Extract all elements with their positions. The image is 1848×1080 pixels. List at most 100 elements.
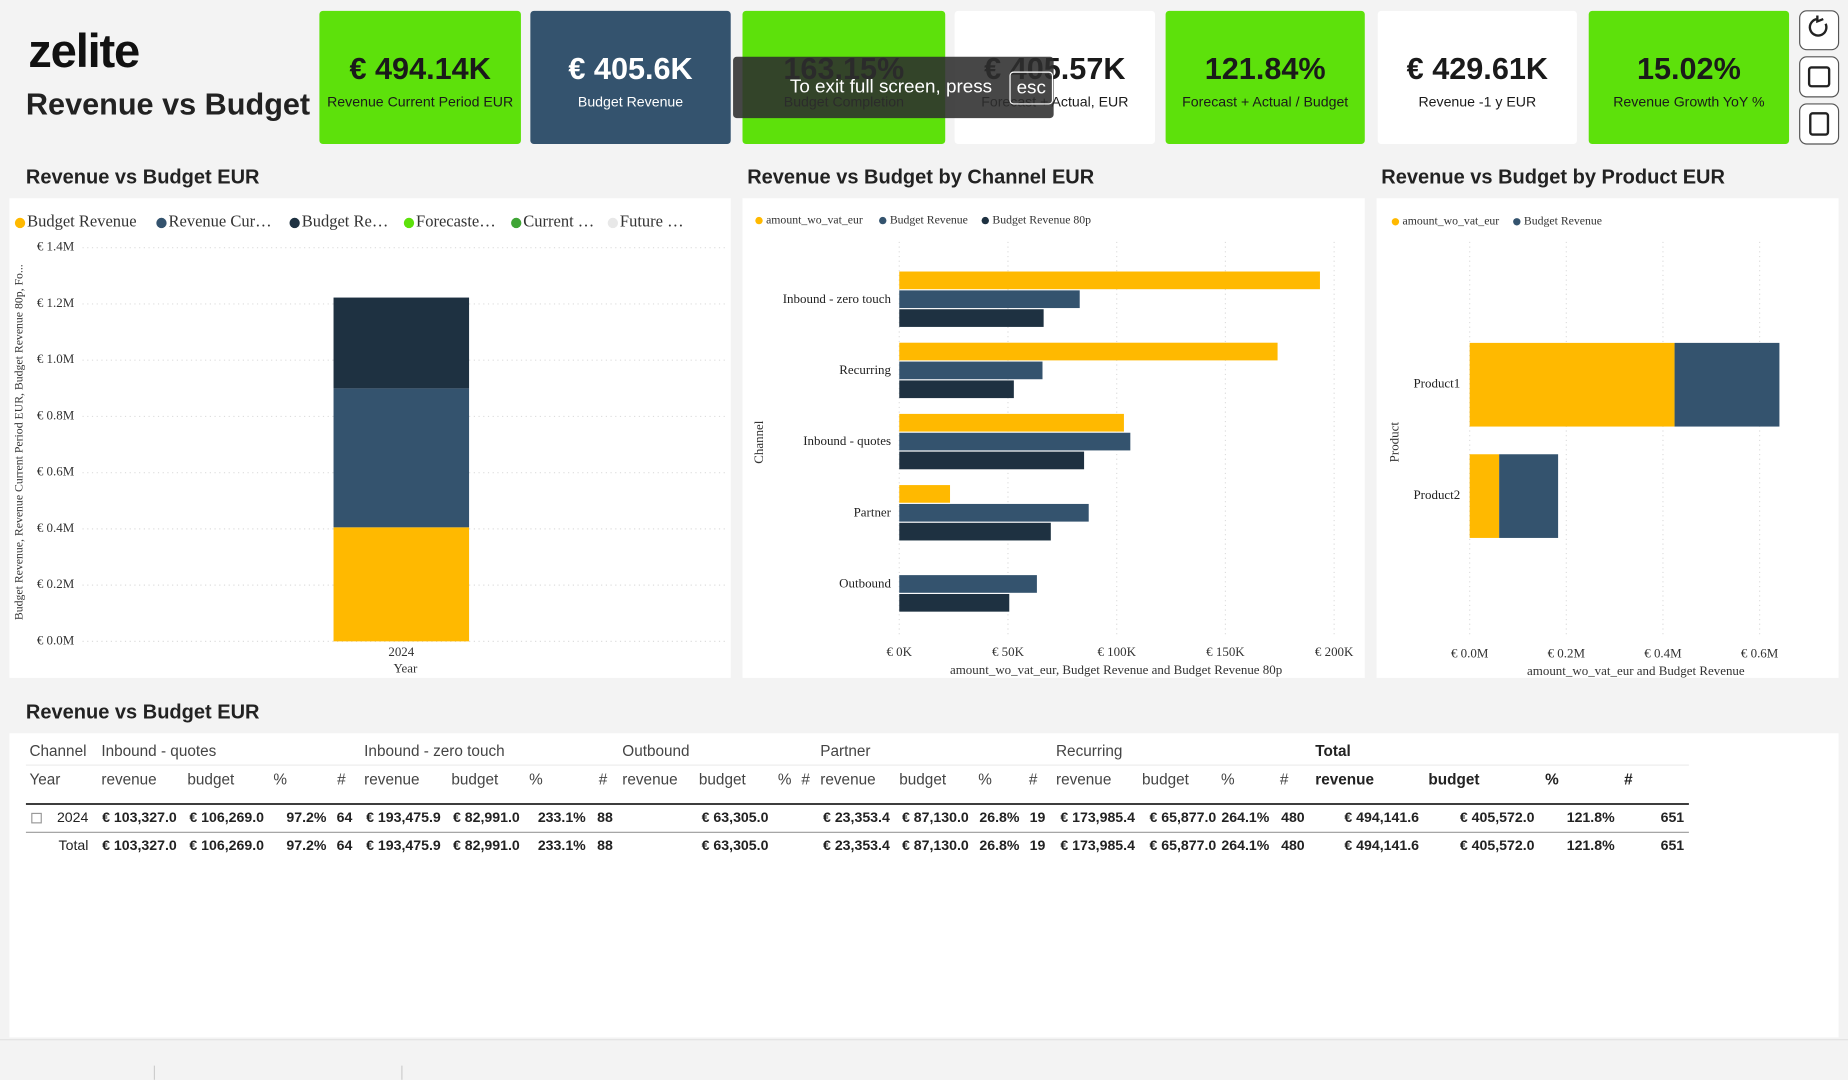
bar-segment bbox=[333, 527, 470, 642]
cell: 651 bbox=[1661, 837, 1685, 853]
legend-marker bbox=[755, 216, 763, 225]
kpi-label: Revenue Current Period EUR bbox=[327, 93, 513, 109]
cell: € 63,305.0 bbox=[702, 837, 769, 853]
cell: 121.8% bbox=[1567, 809, 1615, 825]
cell: € 494,141.6 bbox=[1344, 837, 1419, 853]
column-header: revenue bbox=[101, 771, 156, 788]
kpi-value: € 405.6K bbox=[568, 52, 692, 86]
legend-label: Revenue Cur… bbox=[169, 212, 272, 231]
column-header: Year bbox=[29, 771, 60, 788]
cell: 19 bbox=[1030, 809, 1046, 825]
bar bbox=[899, 503, 1089, 522]
cell: 26.8% bbox=[979, 837, 1019, 853]
report-button[interactable] bbox=[1799, 103, 1840, 145]
y-tick-label: € 0.8M bbox=[37, 407, 75, 422]
cell: 64 bbox=[337, 837, 353, 853]
legend-marker bbox=[289, 217, 300, 229]
cell: 97.2% bbox=[286, 809, 326, 825]
cell: 121.8% bbox=[1567, 837, 1615, 853]
side-buttons bbox=[1799, 10, 1840, 145]
cell: 651 bbox=[1661, 809, 1685, 825]
cell: 480 bbox=[1281, 809, 1305, 825]
y-tick-label: Product1 bbox=[1413, 376, 1460, 391]
column-header: budget bbox=[1428, 771, 1479, 788]
column-group: Partner bbox=[820, 743, 870, 760]
x-axis-title: amount_wo_vat_eur and Budget Revenue bbox=[1527, 663, 1745, 678]
x-tick-label: € 200K bbox=[1315, 644, 1354, 659]
chart-title: Revenue vs Budget by Product EUR bbox=[1381, 166, 1725, 188]
cell: € 65,877.0 bbox=[1150, 809, 1217, 825]
y-axis-title: Budget Revenue, Revenue Current Period E… bbox=[13, 264, 26, 620]
column-header: % bbox=[1221, 771, 1235, 788]
expand-button[interactable] bbox=[31, 812, 42, 824]
legend-label: Budget Revenue 80p bbox=[992, 213, 1091, 226]
y-tick-label: € 0.0M bbox=[37, 632, 75, 647]
cell: € 193,475.9 bbox=[366, 837, 441, 853]
legend-label: amount_wo_vat_eur bbox=[766, 213, 863, 226]
bar bbox=[899, 593, 1010, 612]
cell: 88 bbox=[597, 837, 613, 853]
kpi-label: Revenue -1 y EUR bbox=[1418, 93, 1536, 109]
y-tick-label: Partner bbox=[854, 504, 892, 519]
cell: € 87,130.0 bbox=[902, 837, 969, 853]
column-header: # bbox=[1624, 771, 1633, 788]
row-header: 2024 bbox=[57, 809, 89, 825]
icon bbox=[1808, 15, 1828, 37]
cell: € 173,985.4 bbox=[1060, 809, 1135, 825]
bar bbox=[1469, 342, 1675, 427]
legend-label: Current … bbox=[523, 212, 594, 231]
kpi-value: € 429.61K bbox=[1407, 52, 1548, 86]
refresh-button[interactable] bbox=[1799, 10, 1840, 51]
toast-message: To exit full screen, press bbox=[790, 75, 992, 96]
toast-key: esc bbox=[1017, 77, 1046, 98]
content: € 494.14K Revenue Current Period EUR € 405… bbox=[13, 10, 1790, 853]
y-tick-label: Outbound bbox=[839, 576, 891, 591]
y-tick-label: € 1.4M bbox=[37, 239, 75, 254]
chart-title: Revenue vs Budget by Channel EUR bbox=[747, 166, 1095, 188]
legend-label: Forecaste… bbox=[416, 212, 496, 231]
x-tick-label: € 100K bbox=[1097, 644, 1136, 659]
legend-label: Budget Re… bbox=[302, 212, 389, 231]
legend-marker bbox=[403, 217, 415, 229]
cell: € 82,991.0 bbox=[453, 809, 520, 825]
legend-marker bbox=[607, 217, 619, 229]
cell: € 103,327.0 bbox=[102, 837, 177, 853]
column-header: budget bbox=[187, 771, 235, 788]
legend-marker bbox=[14, 217, 26, 229]
bar-segment bbox=[333, 388, 470, 528]
cell: € 193,475.9 bbox=[366, 809, 441, 825]
column-header: revenue bbox=[1056, 771, 1111, 788]
row-header: Total bbox=[59, 837, 89, 853]
y-tick-label: Recurring bbox=[839, 362, 891, 377]
kpi-value: € 494.14K bbox=[349, 52, 490, 86]
bar bbox=[899, 342, 1278, 361]
bar bbox=[899, 309, 1044, 327]
icon bbox=[1807, 66, 1831, 88]
bar bbox=[899, 361, 1043, 380]
cell: € 23,353.4 bbox=[823, 809, 890, 825]
legend-marker bbox=[1391, 218, 1400, 226]
cell: 264.1% bbox=[1221, 809, 1269, 825]
x-tick-label: € 150K bbox=[1206, 644, 1245, 659]
bar bbox=[899, 290, 1080, 309]
kpi-value: 15.02% bbox=[1637, 52, 1741, 86]
legend-label: amount_wo_vat_eur bbox=[1403, 214, 1500, 227]
column-group: Recurring bbox=[1056, 743, 1122, 760]
x-tick-label: € 0.6M bbox=[1741, 645, 1779, 660]
page-title: Revenue vs Budget bbox=[26, 87, 310, 121]
column-header: revenue bbox=[364, 771, 419, 788]
bar bbox=[899, 575, 1037, 593]
bar-segment bbox=[333, 297, 470, 389]
icon bbox=[1809, 112, 1830, 136]
x-tick-label: 2024 bbox=[388, 644, 414, 659]
calendar-button[interactable] bbox=[1799, 56, 1840, 98]
column-group: Inbound - zero touch bbox=[364, 743, 504, 760]
cell: € 106,269.0 bbox=[189, 809, 264, 825]
table-title: Revenue vs Budget EUR bbox=[26, 702, 260, 724]
column-header: budget bbox=[451, 771, 499, 788]
cell: 233.1% bbox=[538, 809, 586, 825]
bar bbox=[1674, 342, 1780, 427]
y-tick-label: € 1.0M bbox=[37, 351, 75, 366]
